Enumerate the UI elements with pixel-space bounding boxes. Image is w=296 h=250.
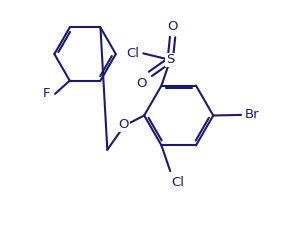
- Text: O: O: [136, 78, 147, 90]
- Text: Cl: Cl: [172, 176, 185, 188]
- Text: Br: Br: [244, 108, 259, 122]
- Text: O: O: [167, 20, 178, 33]
- Text: S: S: [166, 53, 174, 66]
- Text: Cl: Cl: [126, 47, 139, 60]
- Text: F: F: [43, 87, 51, 100]
- Text: O: O: [118, 118, 129, 131]
